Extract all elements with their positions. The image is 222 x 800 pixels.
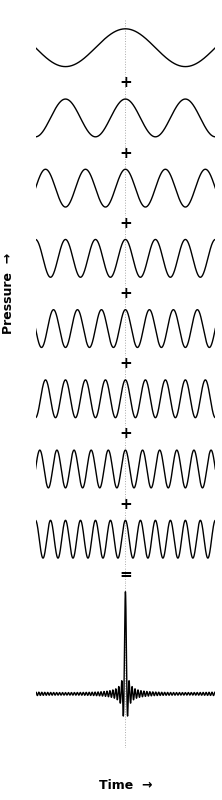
Text: Time  →: Time → xyxy=(99,779,152,792)
Text: +: + xyxy=(119,286,132,301)
Text: Pressure  →: Pressure → xyxy=(2,253,15,334)
Text: +: + xyxy=(119,426,132,442)
Text: +: + xyxy=(119,146,132,161)
Text: +: + xyxy=(119,497,132,512)
Text: +: + xyxy=(119,216,132,230)
Text: +: + xyxy=(119,75,132,90)
Text: =: = xyxy=(119,567,132,582)
Text: +: + xyxy=(119,356,132,371)
